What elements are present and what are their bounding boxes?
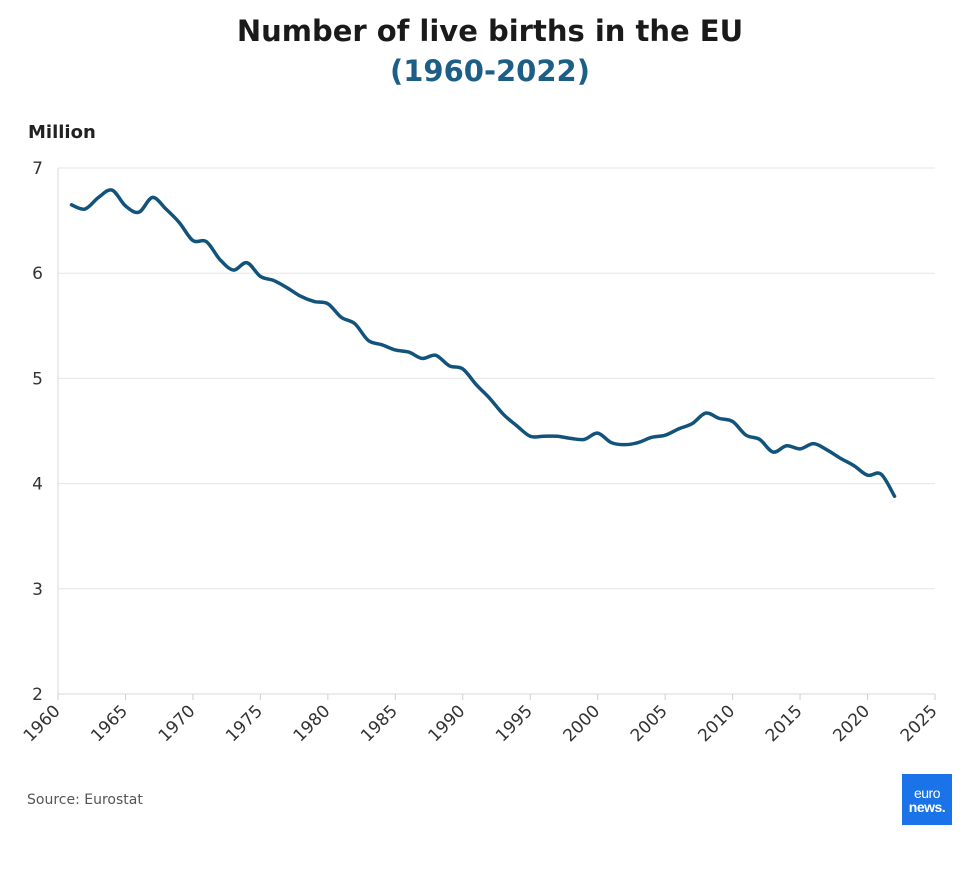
y-tick-label-6: 6 [32,264,43,284]
y-tick-label-5: 5 [32,369,43,389]
data-point-1984 [380,343,384,347]
x-tick-label-2025: 2025 [897,701,942,746]
data-point-2019 [852,464,856,468]
data-point-1998 [569,436,573,440]
data-point-1989 [447,364,451,368]
data-point-1999 [582,437,586,441]
data-point-1995 [528,434,532,438]
gridlines [58,167,935,590]
x-tick-label-1975: 1975 [222,701,267,746]
data-point-2022 [893,494,897,498]
data-point-1967 [150,195,154,199]
logo-text-line1: euro [913,784,941,801]
data-point-1993 [501,412,505,416]
x-tick-label-1995: 1995 [492,701,537,746]
x-tick-label-2005: 2005 [627,701,672,746]
data-point-1972 [218,258,222,262]
y-tick-label-7: 7 [32,159,43,179]
x-tick-label-1965: 1965 [87,701,132,746]
data-point-2020 [866,473,870,477]
series-line-0 [69,188,897,498]
data-point-1983 [366,339,370,343]
axes [57,168,936,700]
data-point-1962 [83,207,87,211]
data-point-1965 [123,204,127,208]
x-tick-label-1985: 1985 [357,701,402,746]
data-point-1990 [461,367,465,371]
data-point-1988 [434,353,438,357]
data-point-2009 [717,416,721,420]
x-tick-label-1980: 1980 [290,701,335,746]
data-point-1992 [488,396,492,400]
data-point-1966 [137,210,141,214]
data-point-2011 [744,433,748,437]
data-point-1976 [272,279,276,283]
y-tick-labels: 2 3 4 5 6 7 [32,159,43,705]
data-point-1961 [69,203,73,207]
x-tick-labels: 1960 1965 1970 1975 1980 1985 1990 1995 2000 2005… [20,701,942,746]
data-point-1971 [204,240,208,244]
data-point-1969 [177,221,181,225]
y-tick-label-2: 2 [32,685,43,705]
x-tick-label-1990: 1990 [425,701,470,746]
data-point-2003 [636,441,640,445]
data-point-1980 [326,302,330,306]
y-tick-label-4: 4 [32,475,43,495]
logo-text-line2: news. [908,798,946,815]
x-tick-label-2000: 2000 [559,701,604,746]
x-tick-label-1970: 1970 [155,701,200,746]
data-point-2018 [839,456,843,460]
data-point-1968 [164,207,168,211]
data-point-2010 [731,420,735,424]
data-point-1979 [312,300,316,304]
data-point-2016 [812,442,816,446]
data-point-2002 [623,443,627,447]
data-point-1985 [393,348,397,352]
data-point-1996 [542,434,546,438]
data-point-1986 [407,350,411,354]
data-point-1975 [258,274,262,278]
data-point-1987 [420,356,424,360]
x-tick-label-1960: 1960 [20,701,65,746]
data-point-1991 [474,383,478,387]
y-axis-unit-label: Million [28,122,96,143]
data-point-1970 [191,239,195,243]
data-point-2007 [690,422,694,426]
data-point-2021 [879,472,883,476]
data-point-1963 [96,195,100,199]
data-point-2001 [609,441,613,445]
data-point-2014 [785,444,789,448]
y-tick-label-3: 3 [32,580,43,600]
data-point-2013 [771,450,775,454]
data-point-1974 [245,261,249,265]
x-tick-label-2010: 2010 [694,701,739,746]
data-point-2015 [798,447,802,451]
x-tick-label-2015: 2015 [762,701,807,746]
data-point-1978 [299,294,303,298]
data-point-2004 [650,435,654,439]
euronews-logo: euro news. [902,774,952,825]
data-point-2006 [677,427,681,431]
data-point-2017 [825,448,829,452]
data-point-1973 [231,268,235,272]
data-point-2000 [596,431,600,435]
chart-title: Number of live births in the EU [236,14,744,48]
x-tick-label-2020: 2020 [829,701,874,746]
data-point-1981 [339,315,343,319]
data-point-1982 [353,322,357,326]
data-point-1997 [555,434,559,438]
data-point-2005 [663,433,667,437]
data-point-1964 [110,188,114,192]
data-point-2012 [758,437,762,441]
chart-subtitle: (1960-2022) [390,54,590,88]
data-point-1977 [285,286,289,290]
data-point-1994 [515,424,519,428]
source-note: Source: Eurostat [27,792,143,808]
series-layer [69,188,897,498]
data-point-2008 [704,411,708,415]
